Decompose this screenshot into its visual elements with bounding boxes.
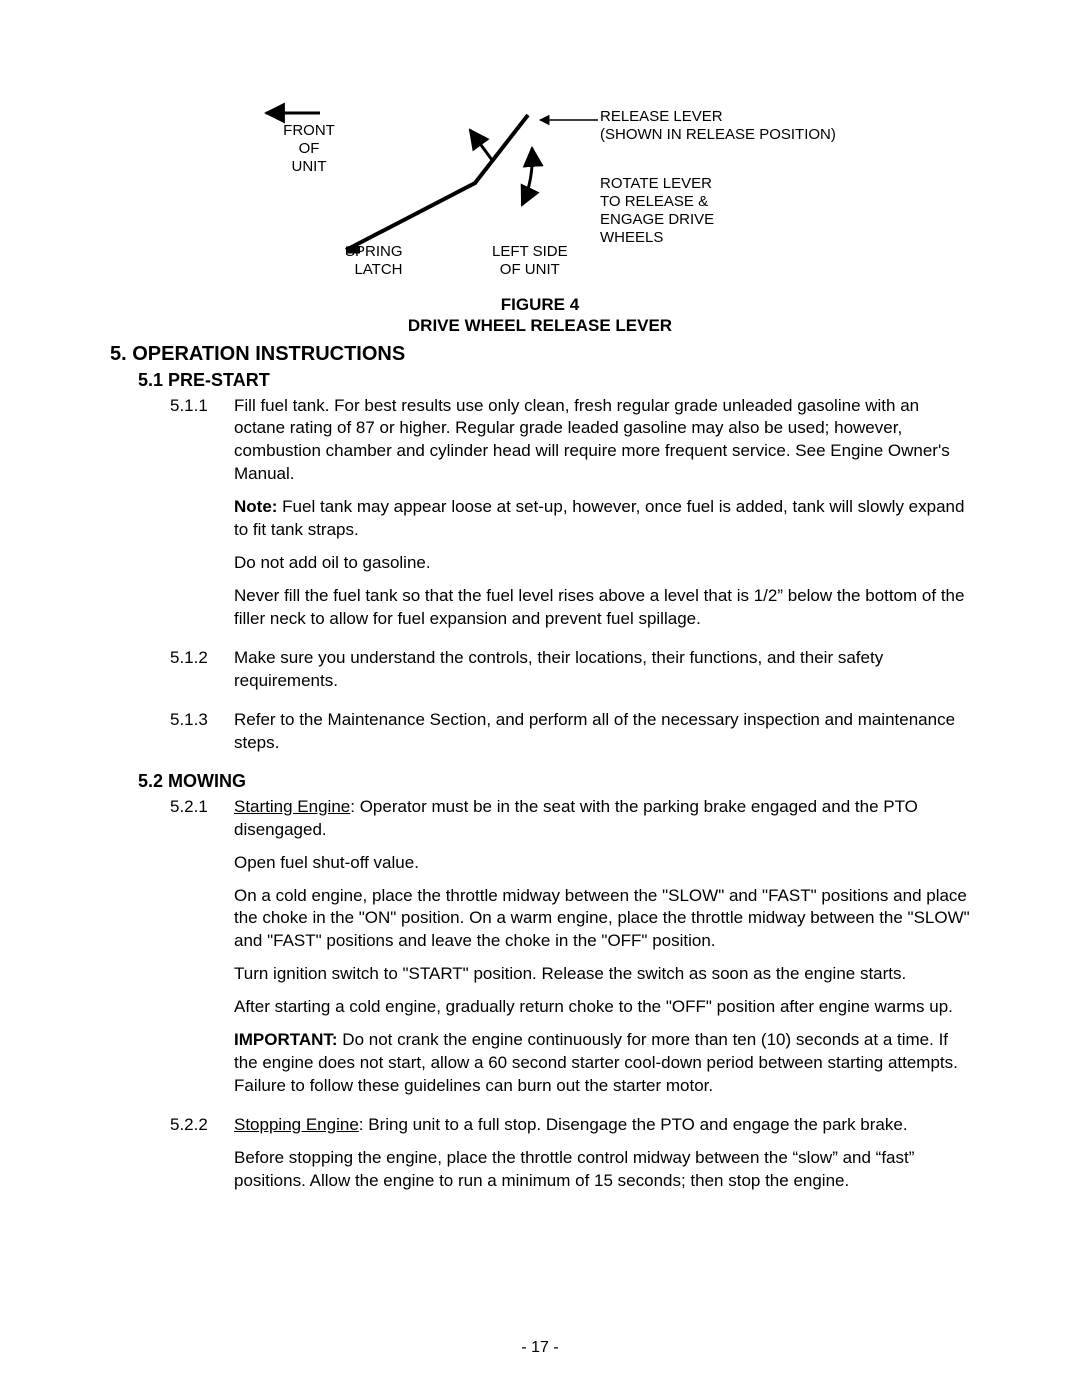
figure-title: DRIVE WHEEL RELEASE LEVER — [110, 315, 970, 336]
lead-rest: : Bring unit to a full stop. Disengage t… — [359, 1115, 908, 1134]
item-number: 5.2.1 — [170, 796, 234, 1108]
item-number: 5.1.3 — [170, 709, 234, 765]
paragraph: Do not add oil to gasoline. — [234, 552, 970, 575]
paragraph: Fill fuel tank. For best results use onl… — [234, 395, 970, 487]
paragraph: Stopping Engine: Bring unit to a full st… — [234, 1114, 970, 1137]
important-lead: IMPORTANT: — [234, 1030, 338, 1049]
figure-number: FIGURE 4 — [110, 294, 970, 315]
important-body: Do not crank the engine continuously for… — [234, 1030, 958, 1095]
item-number: 5.1.1 — [170, 395, 234, 641]
item-body: Starting Engine: Operator must be in the… — [234, 796, 970, 1108]
heading-5-1: 5.1 PRE-START — [138, 370, 970, 391]
item-number: 5.2.2 — [170, 1114, 234, 1203]
page: FRONT OF UNIT SPRING LATCH LEFT SIDE OF … — [0, 0, 1080, 1397]
item-body: Stopping Engine: Bring unit to a full st… — [234, 1114, 970, 1203]
figure-caption: FIGURE 4 DRIVE WHEEL RELEASE LEVER — [110, 294, 970, 337]
label-rotate-lever: ROTATE LEVER TO RELEASE & ENGAGE DRIVE W… — [600, 175, 714, 247]
paragraph: After starting a cold engine, gradually … — [234, 996, 970, 1019]
figure-4-diagram: FRONT OF UNIT SPRING LATCH LEFT SIDE OF … — [260, 100, 820, 290]
heading-5-2: 5.2 MOWING — [138, 771, 970, 792]
paragraph: Turn ignition switch to "START" position… — [234, 963, 970, 986]
item-body: Fill fuel tank. For best results use onl… — [234, 395, 970, 641]
item-5-1-3: 5.1.3 Refer to the Maintenance Section, … — [170, 709, 970, 765]
label-front-of-unit: FRONT OF UNIT — [274, 122, 344, 176]
item-number: 5.1.2 — [170, 647, 234, 703]
label-release-lever: RELEASE LEVER (SHOWN IN RELEASE POSITION… — [600, 108, 836, 144]
page-number: - 17 - — [0, 1339, 1080, 1357]
item-body: Refer to the Maintenance Section, and pe… — [234, 709, 970, 765]
item-5-2-1: 5.2.1 Starting Engine: Operator must be … — [170, 796, 970, 1108]
note-lead: Note: — [234, 497, 277, 516]
item-5-1-1: 5.1.1 Fill fuel tank. For best results u… — [170, 395, 970, 641]
heading-5: 5. OPERATION INSTRUCTIONS — [110, 343, 970, 366]
paragraph: Open fuel shut-off value. — [234, 852, 970, 875]
paragraph: Refer to the Maintenance Section, and pe… — [234, 709, 970, 755]
label-spring-latch: SPRING LATCH — [345, 243, 403, 279]
paragraph: On a cold engine, place the throttle mid… — [234, 885, 970, 954]
paragraph: Make sure you understand the controls, t… — [234, 647, 970, 693]
paragraph: Before stopping the engine, place the th… — [234, 1147, 970, 1193]
starting-engine-label: Starting Engine — [234, 797, 350, 816]
paragraph: Never fill the fuel tank so that the fue… — [234, 585, 970, 631]
important-paragraph: IMPORTANT: Do not crank the engine conti… — [234, 1029, 970, 1098]
stopping-engine-label: Stopping Engine — [234, 1115, 359, 1134]
paragraph: Starting Engine: Operator must be in the… — [234, 796, 970, 842]
item-5-2-2: 5.2.2 Stopping Engine: Bring unit to a f… — [170, 1114, 970, 1203]
item-body: Make sure you understand the controls, t… — [234, 647, 970, 703]
label-left-side: LEFT SIDE OF UNIT — [492, 243, 568, 279]
item-5-1-2: 5.1.2 Make sure you understand the contr… — [170, 647, 970, 703]
note-body: Fuel tank may appear loose at set-up, ho… — [234, 497, 964, 539]
note-paragraph: Note: Fuel tank may appear loose at set-… — [234, 496, 970, 542]
